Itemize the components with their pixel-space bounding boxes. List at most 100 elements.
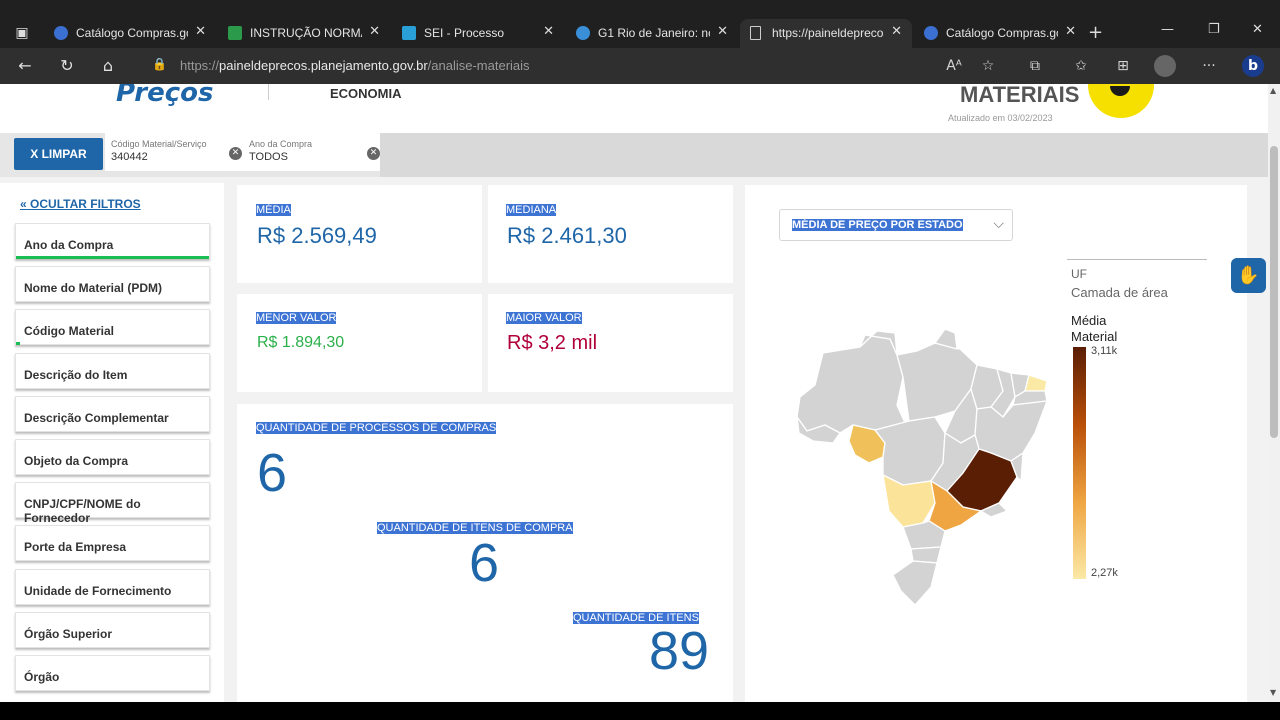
back-icon[interactable]: ←	[18, 56, 32, 75]
catalogo-favicon-icon	[924, 26, 938, 40]
collections-icon[interactable]: ⊞	[1117, 58, 1129, 74]
vlibras-hand-icon[interactable]: ✋	[1231, 258, 1266, 293]
filter-item-label: Código Material	[24, 324, 115, 339]
mediana-card: MEDIANA R$ 2.461,30	[488, 185, 733, 283]
processos-label: QUANTIDADE DE PROCESSOS DE COMPRAS	[256, 422, 497, 434]
state-sp[interactable]	[928, 479, 983, 532]
remove-filter-icon[interactable]: ✕	[367, 147, 380, 160]
state-es[interactable]	[1010, 451, 1024, 483]
scroll-down-icon[interactable]: ▼	[1270, 688, 1277, 697]
filter-item[interactable]: Código Material	[15, 309, 210, 346]
close-icon[interactable]: ✕	[1065, 24, 1076, 39]
state-rs[interactable]	[892, 560, 938, 606]
filter-item[interactable]: Descrição do Item	[15, 352, 210, 389]
ministry-label: ECONOMIA	[330, 86, 402, 101]
filter-item-label: Porte da Empresa	[24, 540, 127, 555]
favorite-star-icon[interactable]: ☆	[981, 58, 995, 74]
brazil-map[interactable]	[785, 325, 1065, 615]
filter-item[interactable]: Unidade de Fornecimento	[15, 568, 210, 605]
sei-favicon-icon	[402, 26, 416, 40]
filter-chip-value: TODOS	[249, 151, 288, 163]
minimize-icon[interactable]: —	[1161, 22, 1174, 37]
catalogo-favicon-icon	[54, 26, 68, 40]
state-ap[interactable]	[933, 328, 958, 350]
read-aloud-icon[interactable]: Aᴬ	[946, 58, 962, 74]
url-text: https://paineldeprecos.planejamento.gov.…	[180, 58, 530, 73]
new-tab-icon[interactable]: +	[1088, 22, 1104, 43]
reload-icon[interactable]: ↻	[60, 56, 74, 75]
tab-title: SEI - Processo	[424, 26, 505, 40]
restore-icon[interactable]: ❐	[1208, 22, 1220, 37]
state-ms[interactable]	[882, 473, 936, 528]
close-icon[interactable]: ✕	[717, 24, 728, 39]
extensions-icon[interactable]: ⧉	[1030, 58, 1040, 74]
close-icon[interactable]: ✕	[543, 24, 554, 39]
profile-avatar[interactable]	[1154, 55, 1176, 77]
filter-item[interactable]: Órgão	[15, 655, 210, 691]
filter-item[interactable]: Nome do Material (PDM)	[15, 266, 210, 303]
menor-valor-value: R$ 1.894,30	[257, 334, 345, 351]
filter-progress-bar	[16, 342, 20, 346]
scroll-up-icon[interactable]: ▲	[1270, 86, 1277, 95]
itens-compra-value: 6	[469, 533, 500, 593]
precos-logo[interactable]: Preços	[116, 84, 214, 108]
tab-actions-icon[interactable]: ▣	[15, 25, 29, 41]
close-icon[interactable]: ✕	[891, 24, 902, 39]
scroll-thumb[interactable]	[1270, 146, 1278, 438]
state-rn-pb[interactable]	[1024, 374, 1048, 392]
tab-painel-precos[interactable]: https://paineldeprecos.planejamento.gov.…	[740, 19, 912, 48]
map-metric-select[interactable]: MÉDIA DE PREÇO POR ESTADO ⌵	[779, 209, 1013, 241]
bing-icon[interactable]: b	[1242, 55, 1264, 77]
filter-item[interactable]: CNPJ/CPF/NOME do Fornecedor	[15, 482, 210, 525]
filter-item-label: CNPJ/CPF/NOME do Fornecedor	[24, 497, 141, 526]
state-am[interactable]	[796, 334, 906, 434]
filter-item[interactable]: Ano da Compra	[15, 223, 210, 259]
header-divider	[268, 84, 269, 100]
filter-item[interactable]: Porte da Empresa	[15, 525, 210, 562]
home-icon[interactable]: ⌂	[102, 56, 114, 75]
filter-item[interactable]: Descrição Complementar	[15, 395, 210, 432]
filter-item[interactable]: Órgão Superior	[15, 611, 210, 648]
tab-sei[interactable]: SEI - Processo ✕	[392, 19, 564, 48]
favorites-icon[interactable]: ✩	[1075, 58, 1087, 74]
chevron-down-icon: ⌵	[993, 216, 1004, 232]
double-chevron-left-icon: «	[20, 197, 27, 211]
g1-favicon-icon	[576, 26, 590, 40]
hide-filters-link[interactable]: « OCULTAR FILTROS	[20, 197, 141, 211]
filter-item-label: Objeto da Compra	[24, 454, 129, 468]
state-ac[interactable]	[796, 416, 841, 444]
legend-layer: Camada de área	[1071, 285, 1168, 300]
clear-filters-button[interactable]: X LIMPAR	[14, 138, 103, 170]
quantities-card: QUANTIDADE DE PROCESSOS DE COMPRAS 6 QUA…	[237, 404, 733, 702]
mediana-value: R$ 2.461,30	[507, 223, 627, 248]
active-filters-bar: X LIMPAR Código Material/Serviço 340442 …	[0, 133, 1268, 177]
window-close-icon[interactable]: ✕	[1252, 22, 1263, 37]
menor-valor-label: MENOR VALOR	[256, 312, 337, 324]
filter-chip-label: Ano da Compra	[249, 139, 313, 149]
legend-max: 3,11k	[1091, 345, 1118, 357]
filter-item[interactable]: Objeto da Compra	[15, 439, 210, 475]
address-bar[interactable]: 🔒 https://paineldeprecos.planejamento.go…	[140, 51, 932, 81]
page-scrollbar[interactable]: ▲ ▼	[1268, 84, 1280, 702]
more-menu-icon[interactable]: ···	[1202, 58, 1216, 74]
tab-instrucao[interactable]: INSTRUÇÃO NORMATIVA ✕	[218, 19, 390, 48]
filter-item-label: Descrição Complementar	[24, 410, 169, 425]
state-rj[interactable]	[979, 502, 1009, 518]
tab-catalogo-1[interactable]: Catálogo Compras.gov.br ✕	[44, 19, 216, 48]
itens-label: QUANTIDADE DE ITENS	[573, 612, 699, 624]
tab-g1[interactable]: G1 Rio de Janeiro: notícias ✕	[566, 19, 738, 48]
lock-icon[interactable]: 🔒	[152, 57, 167, 71]
tab-catalogo-2[interactable]: Catálogo Compras.gov.br ✕	[914, 19, 1086, 48]
mascot-icon	[1088, 84, 1154, 118]
filter-chip-ano[interactable]: Ano da Compra TODOS ✕	[243, 133, 380, 171]
media-card: MÉDIA R$ 2.569,49	[237, 185, 482, 283]
filter-chip-codigo[interactable]: Código Material/Serviço 340442 ✕	[105, 133, 243, 171]
close-icon[interactable]: ✕	[369, 24, 380, 39]
close-icon[interactable]: ✕	[195, 24, 206, 39]
tab-title: INSTRUÇÃO NORMATIVA	[250, 26, 362, 40]
browser-toolbar: ← ↻ ⌂ 🔒 https://paineldeprecos.planejame…	[0, 48, 1280, 84]
remove-filter-icon[interactable]: ✕	[229, 147, 242, 160]
filter-item-label: Ano da Compra	[24, 238, 114, 252]
taskbar-strip	[0, 702, 1280, 720]
